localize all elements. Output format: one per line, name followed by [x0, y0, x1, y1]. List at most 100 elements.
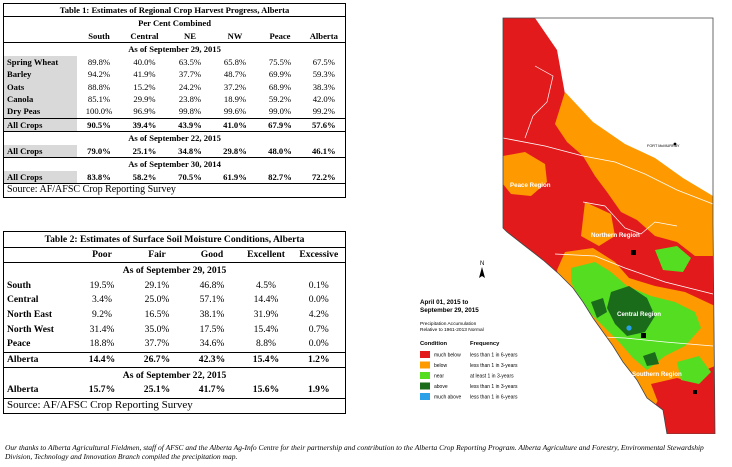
table-cell: 57.6% — [302, 117, 346, 132]
table-cell: 19.5% — [89, 279, 115, 291]
table-row: Dry Peas 100.0% 96.9% 99.8% 99.6% 99.0% 99.2% — [3, 105, 346, 119]
table-cell: 38.1% — [199, 308, 225, 320]
region-label-northern: Northern Region — [591, 232, 640, 239]
table-cell: 94.2% — [87, 69, 111, 80]
table-cell: 61.9% — [223, 171, 247, 182]
legend-condition: much above — [434, 395, 461, 401]
table-cell: 83.8% — [87, 171, 111, 182]
table-header-row: Poor Fair Good Excellent Excessive — [4, 247, 346, 263]
table-row: Spring Wheat 89.8% 40.0% 63.5% 65.8% 75.5% 67.… — [3, 55, 346, 69]
table-cell: 34.8% — [178, 145, 202, 156]
table-row: Alberta 15.7% 25.1% 41.7% 15.6% 1.9% — [4, 383, 346, 398]
table-cell: 4.5% — [256, 279, 276, 291]
county-boundary — [524, 65, 554, 139]
column-header — [4, 247, 75, 263]
soil-moisture-table: Table 2: Estimates of Surface Soil Moist… — [3, 231, 347, 415]
table-row: Oats 88.8% 15.2% 24.2% 37.2% 68.9% 38.3% — [3, 80, 346, 94]
legend-swatch — [420, 393, 430, 400]
row-label: Alberta — [3, 351, 75, 368]
table-cell: 17.5% — [199, 323, 225, 335]
table-cell: 46.1% — [311, 145, 336, 156]
table-cell: 26.7% — [129, 351, 185, 368]
legend-frequency: less than 1 in 3-years — [470, 384, 518, 390]
row-label: Oats — [3, 80, 77, 94]
table-cell: 8.8% — [256, 338, 276, 350]
section-heading-row: As of September 29, 2015 — [3, 262, 346, 279]
row-label: Dry Peas — [3, 105, 77, 119]
table-cell: 67.9% — [257, 117, 303, 132]
table-cell: 0.1% — [308, 279, 329, 291]
table-row: All Crops 90.5% 39.4% 43.9% 41.0% 67.9% 57.6% — [3, 117, 346, 132]
table-cell: 40.0% — [133, 56, 156, 67]
table-cell: 0.7% — [308, 323, 329, 335]
row-label: Spring Wheat — [3, 55, 77, 69]
table-cell: 29.9% — [133, 93, 156, 104]
table-cell: 15.4% — [253, 323, 279, 335]
table-cell: 48.0% — [268, 145, 292, 156]
table-cell: 1.2% — [292, 351, 346, 368]
section-heading-row: As of September 22, 2015 — [3, 131, 346, 145]
city-label: FORT McMURRAY — [647, 144, 680, 148]
table-cell: 70.5% — [178, 171, 202, 182]
table-cell: 31.9% — [253, 308, 279, 320]
table-cell: 46.8% — [199, 279, 225, 291]
row-label: Peace — [7, 338, 31, 350]
table-cell: 31.4% — [89, 323, 115, 335]
table-row: Central 3.4% 25.0% 57.1% 14.4% 0.0% — [4, 293, 346, 308]
map-subtitle-1: Precipitation Accumulation — [420, 321, 477, 327]
table-row: All Crops 79.0% 25.1% 34.8% 29.8% 48.0% 46.1% — [3, 144, 346, 158]
table-cell: 9.2% — [92, 308, 112, 320]
table-cell: 85.1% — [87, 93, 111, 104]
table-cell: 57.1% — [199, 294, 225, 306]
table-cell: 18.8% — [89, 338, 115, 350]
table-cell: 37.7% — [144, 338, 170, 350]
row-label: South — [7, 279, 31, 291]
map-legend: April 01, 2015 to September 29, 2015 Pre… — [420, 299, 518, 401]
much-above-area — [626, 325, 632, 331]
row-label: Alberta — [7, 384, 39, 396]
table-row: Canola 85.1% 29.9% 23.8% 18.9% 59.2% 42.0% — [3, 93, 346, 106]
table-cell: 0.0% — [308, 294, 329, 306]
table-cell: 96.9% — [133, 106, 156, 117]
table-cell: 100.0% — [85, 106, 113, 117]
table-cell: 24.2% — [178, 81, 202, 92]
map-subtitle-2: Relative to 1961-2013 Normal — [420, 327, 484, 333]
region-label-central: Central Region — [617, 311, 661, 318]
legend-swatch — [420, 361, 430, 369]
source-row: Source: AF/AFSC Crop Reporting Survey — [3, 397, 346, 414]
legend-condition: below — [434, 363, 447, 369]
column-header: NW — [227, 30, 243, 41]
table-title: Table 1: Estimates of Regional Crop Harv… — [3, 3, 346, 18]
table-cell: 35.0% — [144, 323, 170, 335]
legend-condition: above — [434, 384, 448, 390]
above-area — [591, 298, 607, 318]
section-heading-row: As of September 29, 2015 — [3, 42, 346, 56]
table-row: Barley 94.2% 41.9% 37.7% 48.7% 69.9% 59.3% — [3, 68, 346, 81]
table-cell: 90.5% — [76, 117, 122, 132]
city-marker — [673, 142, 677, 146]
table-cell: 69.9% — [268, 69, 292, 80]
section-heading: As of September 30, 2014 — [3, 157, 346, 171]
legend-frequency: less than 1 in 6-years — [470, 395, 518, 401]
row-label: Central — [7, 294, 39, 306]
legend-frequency-header: Frequency — [470, 341, 500, 347]
column-header: NE — [184, 30, 196, 41]
no-data-area — [535, 18, 713, 206]
legend-swatch — [420, 372, 430, 379]
table-cell: 41.9% — [133, 69, 156, 80]
table-cell: 67.5% — [312, 56, 335, 67]
table-cell: 65.8% — [223, 56, 247, 67]
table-cell: 59.3% — [312, 69, 335, 80]
province-outline — [502, 17, 716, 434]
harvest-progress-table: Table 1: Estimates of Regional Crop Harv… — [3, 3, 347, 198]
table-cell: 99.0% — [268, 106, 292, 117]
section-heading: As of September 29, 2015 — [3, 262, 346, 279]
row-label: All Crops — [3, 144, 77, 158]
table-cell: 1.9% — [307, 384, 330, 396]
table-cell: 42.0% — [312, 93, 335, 104]
table-cell: 41.0% — [212, 117, 258, 132]
table-cell: 34.6% — [199, 338, 225, 350]
legend-swatch — [420, 351, 430, 358]
table-cell: 79.0% — [87, 145, 111, 156]
row-label: North West — [7, 323, 54, 335]
